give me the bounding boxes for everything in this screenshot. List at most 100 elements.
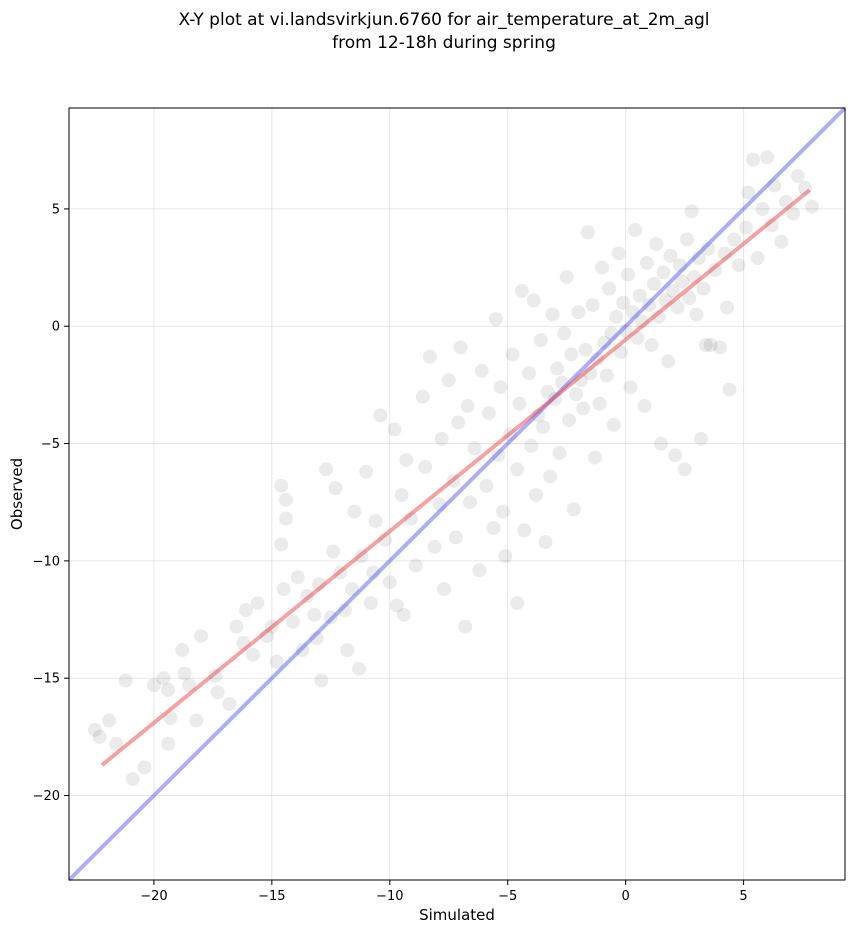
data-point (422, 349, 437, 364)
data-point (290, 570, 305, 585)
data-point (665, 284, 680, 299)
data-point (559, 269, 574, 284)
data-point (432, 497, 447, 512)
y-tick-label: −10 (33, 554, 60, 569)
data-point (543, 469, 558, 484)
data-point (727, 232, 742, 247)
data-point (352, 661, 367, 676)
data-point (790, 169, 805, 184)
data-point (578, 342, 593, 357)
data-point (691, 251, 706, 266)
data-point (399, 452, 414, 467)
data-point (382, 574, 397, 589)
data-point (804, 199, 819, 214)
data-point (628, 223, 643, 238)
data-point (637, 399, 652, 414)
x-tick-label: −20 (140, 889, 167, 904)
data-point (493, 380, 508, 395)
y-tick-label: 5 (52, 202, 60, 217)
data-point (314, 673, 329, 688)
data-point (394, 488, 409, 503)
data-point (750, 251, 765, 266)
data-point (712, 340, 727, 355)
data-point (564, 347, 579, 362)
grid (69, 108, 845, 880)
data-point (146, 678, 161, 693)
data-point (679, 232, 694, 247)
data-point (767, 178, 782, 193)
data-point (552, 445, 567, 460)
data-point (604, 326, 619, 341)
data-point (488, 312, 503, 327)
data-point (741, 185, 756, 200)
data-point (646, 276, 661, 291)
data-point (415, 389, 430, 404)
data-point (363, 596, 378, 611)
x-tick-label: −10 (376, 889, 403, 904)
fit-line (100, 188, 811, 767)
data-point (373, 408, 388, 423)
data-point (521, 366, 536, 381)
data-point (510, 596, 525, 611)
data-point (746, 152, 761, 167)
data-point (684, 204, 699, 219)
data-point (222, 697, 237, 712)
data-point (368, 513, 383, 528)
data-point (161, 682, 176, 697)
data-point (623, 380, 638, 395)
data-point (418, 460, 433, 475)
data-point (156, 671, 171, 686)
data-point (109, 736, 124, 751)
data-point (566, 502, 581, 517)
data-point (319, 462, 334, 477)
data-point (606, 417, 621, 432)
data-point (602, 281, 617, 296)
data-point (625, 305, 640, 320)
data-point (533, 333, 548, 348)
data-point (675, 274, 690, 289)
data-point (609, 309, 624, 324)
data-point (441, 373, 456, 388)
data-point (696, 281, 711, 296)
data-point (526, 293, 541, 308)
data-point (307, 607, 322, 622)
data-point (347, 504, 362, 519)
data-point (269, 654, 284, 669)
data-point (703, 337, 718, 352)
y-tick-label: −5 (41, 437, 60, 452)
data-point (517, 523, 532, 538)
data-point (576, 401, 591, 416)
data-point (462, 495, 477, 510)
data-point (677, 462, 692, 477)
data-point (668, 448, 683, 463)
data-point (161, 736, 176, 751)
data-point (538, 535, 553, 550)
data-point (722, 382, 737, 397)
data-point (175, 643, 190, 658)
data-point (345, 582, 360, 597)
data-point (755, 201, 770, 216)
data-point (760, 150, 775, 165)
data-point (387, 422, 402, 437)
data-point (616, 295, 631, 310)
x-tick-label: −5 (498, 889, 517, 904)
data-point (731, 258, 746, 273)
data-point (505, 347, 520, 362)
data-point (118, 673, 133, 688)
data-point (774, 234, 789, 249)
data-point (189, 713, 204, 728)
data-point (238, 603, 253, 618)
data-point (451, 415, 466, 430)
data-point (359, 464, 374, 479)
data-point (642, 298, 657, 313)
data-point (337, 603, 352, 618)
data-point (599, 368, 614, 383)
data-point (328, 481, 343, 496)
axis-ticks: −20 −15 −10 −5 0 5 −20 −15 −10 −5 0 5 (33, 202, 748, 904)
data-point (661, 354, 676, 369)
data-point (701, 241, 716, 256)
data-point (590, 352, 605, 367)
data-point (245, 647, 260, 662)
data-point (467, 441, 482, 456)
data-point (276, 582, 291, 597)
